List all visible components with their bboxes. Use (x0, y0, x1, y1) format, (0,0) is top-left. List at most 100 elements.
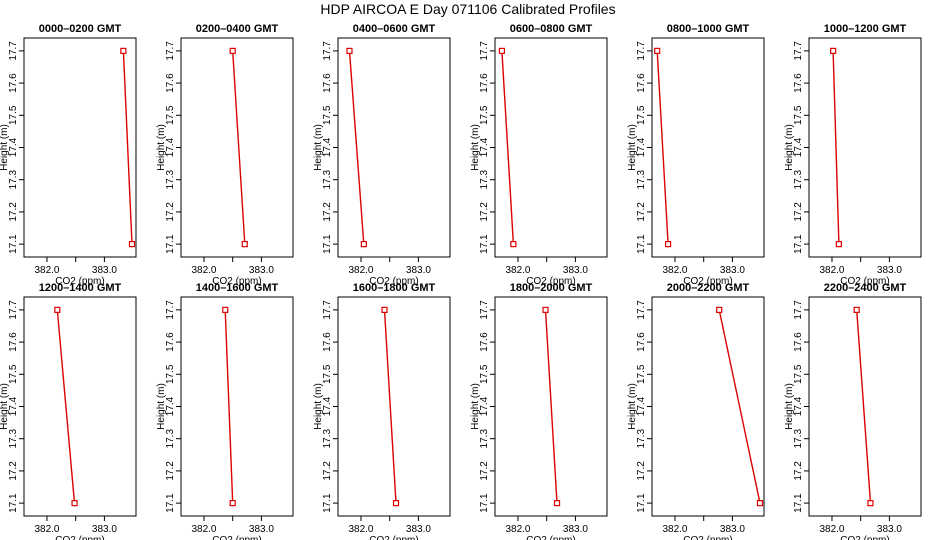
x-tick-label: 383.0 (249, 524, 274, 535)
y-tick-label: 17.3 (165, 170, 176, 190)
profile-line (232, 50, 246, 245)
y-tick-label: 17.2 (8, 461, 19, 481)
data-point (830, 47, 837, 54)
data-point (71, 500, 78, 507)
chart-panel: 2000–2200 GMT 382.0 383.0 17.1 17.2 17.3 17.4 1… (627, 282, 765, 540)
y-axis-label: Height (m) (784, 383, 795, 430)
data-point (346, 47, 353, 54)
y-tick-label: 17.7 (636, 41, 647, 61)
y-tick-label: 17.6 (322, 332, 333, 352)
profile-line (122, 50, 133, 245)
figure-title: HDP AIRCOA E Day 071106 Calibrated Profi… (320, 1, 615, 17)
chart-panel: 0000–0200 GMT 382.0 383.0 17.1 17.2 17.3 17.4 1… (0, 23, 137, 287)
chart-panel: 0600–0800 GMT 382.0 383.0 17.1 17.2 17.3 17.4 1… (470, 23, 608, 287)
y-tick-label: 17.1 (165, 234, 176, 254)
plot-frame (23, 37, 137, 258)
y-tick-label: 17.3 (793, 170, 804, 190)
y-tick-label: 17.4 (479, 137, 490, 157)
x-tick-label: 383.0 (877, 524, 902, 535)
y-tick-label: 17.2 (322, 461, 333, 481)
y-tick-label: 17.6 (636, 73, 647, 93)
x-tick-label: 382.0 (505, 524, 530, 535)
panel-title: 1200–1400 GMT (39, 282, 122, 294)
x-axis-label: CO2 (ppm) (369, 276, 418, 287)
chart-panel: 1000–1200 GMT 382.0 383.0 17.1 17.2 17.3 17.4 1… (784, 23, 922, 287)
y-tick-label: 17.7 (793, 41, 804, 61)
data-point (553, 500, 561, 507)
y-tick-label: 17.4 (793, 396, 804, 416)
y-tick-label: 17.4 (8, 396, 19, 416)
y-tick-label: 17.1 (793, 234, 804, 254)
data-point (392, 500, 400, 507)
y-tick-label: 17.7 (322, 300, 333, 320)
y-axis-label: Height (m) (313, 124, 324, 171)
data-point (241, 241, 248, 248)
y-tick-label: 17.6 (165, 73, 176, 93)
x-tick-label: 382.0 (348, 265, 373, 276)
x-axis-label: CO2 (ppm) (212, 535, 261, 540)
y-tick-label: 17.5 (793, 364, 804, 384)
panel-title: 0400–0600 GMT (353, 23, 436, 35)
data-point (756, 500, 764, 507)
y-tick-label: 17.2 (165, 202, 176, 222)
data-point (664, 241, 672, 248)
y-tick-label: 17.1 (8, 493, 19, 513)
x-tick-label: 382.0 (191, 265, 216, 276)
x-tick-label: 383.0 (92, 524, 117, 535)
chart-panel: 1600–1800 GMT 382.0 383.0 17.1 17.2 17.3 17.4 1… (313, 282, 451, 540)
y-tick-label: 17.6 (479, 73, 490, 93)
profile-line (224, 309, 234, 504)
y-tick-label: 17.2 (479, 461, 490, 481)
x-tick-label: 382.0 (662, 265, 687, 276)
panel-title: 1600–1800 GMT (353, 282, 436, 294)
profile-line (383, 309, 397, 504)
y-axis-label: Height (m) (784, 124, 795, 171)
y-tick-label: 17.2 (793, 202, 804, 222)
data-point (542, 306, 549, 313)
x-tick-label: 382.0 (819, 265, 844, 276)
y-tick-label: 17.1 (636, 493, 647, 513)
plot-frame (337, 37, 451, 258)
y-tick-label: 17.1 (165, 493, 176, 513)
x-tick-label: 383.0 (406, 265, 431, 276)
x-axis-label: CO2 (ppm) (55, 276, 104, 287)
chart-panel: 0800–1000 GMT 382.0 383.0 17.1 17.2 17.3 17.4 1… (627, 23, 765, 287)
y-tick-label: 17.2 (8, 202, 19, 222)
y-axis-label: Height (m) (627, 124, 638, 171)
x-axis-label: CO2 (ppm) (526, 535, 575, 540)
y-tick-label: 17.2 (636, 202, 647, 222)
data-point (229, 47, 236, 54)
y-tick-label: 17.7 (8, 300, 19, 320)
y-tick-label: 17.7 (636, 300, 647, 320)
plot-frame (337, 296, 451, 517)
chart-panel: 2200–2400 GMT 382.0 383.0 17.1 17.2 17.3 17.4 1… (784, 282, 922, 540)
data-point (54, 306, 61, 313)
x-tick-label: 382.0 (191, 524, 216, 535)
y-tick-label: 17.5 (8, 364, 19, 384)
data-point (654, 47, 661, 54)
y-axis-label: Height (m) (470, 383, 481, 430)
plot-frame (180, 37, 294, 258)
data-point (498, 47, 505, 54)
y-tick-label: 17.6 (479, 332, 490, 352)
y-tick-label: 17.3 (8, 429, 19, 449)
y-tick-label: 17.3 (322, 170, 333, 190)
y-tick-label: 17.1 (8, 234, 19, 254)
y-tick-label: 17.3 (636, 429, 647, 449)
panel-title: 2200–2400 GMT (824, 282, 907, 294)
y-tick-label: 17.7 (8, 41, 19, 61)
y-tick-label: 17.5 (793, 105, 804, 125)
data-point (229, 500, 236, 507)
data-point (381, 306, 388, 313)
x-axis-label: CO2 (ppm) (369, 535, 418, 540)
data-point (835, 241, 842, 248)
y-tick-label: 17.3 (322, 429, 333, 449)
y-tick-label: 17.5 (165, 105, 176, 125)
y-tick-label: 17.3 (793, 429, 804, 449)
data-point (128, 241, 136, 248)
y-tick-label: 17.7 (322, 41, 333, 61)
data-point (510, 241, 517, 248)
x-tick-label: 383.0 (92, 265, 117, 276)
x-tick-label: 383.0 (877, 265, 902, 276)
